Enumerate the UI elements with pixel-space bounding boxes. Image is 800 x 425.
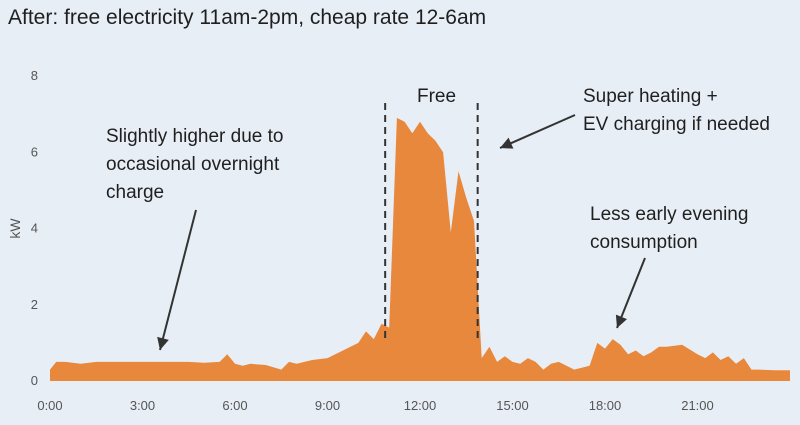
arrowhead <box>500 137 514 149</box>
x-tick-label: 21:00 <box>681 398 714 413</box>
super-heating-note: Super heating + EV charging if needed <box>583 86 770 135</box>
x-tick-label: 0:00 <box>37 398 62 413</box>
annotation-line: EV charging if needed <box>583 114 770 135</box>
y-tick-label: 4 <box>31 221 38 236</box>
y-tick-label: 0 <box>31 373 38 388</box>
y-axis-label: kW <box>7 218 23 239</box>
y-tick-label: 6 <box>31 144 38 159</box>
x-tick-label: 6:00 <box>222 398 247 413</box>
y-tick-label: 8 <box>31 68 38 83</box>
x-axis-ticks: 0:00 3:00 6:00 9:00 12:00 15:00 18:00 21:00 <box>37 398 713 413</box>
annotation-line: consumption <box>590 232 698 253</box>
annotation-arrows <box>157 114 646 351</box>
annotation-line: occasional overnight <box>106 154 280 175</box>
annotation-line: charge <box>106 182 164 203</box>
x-tick-label: 15:00 <box>496 398 529 413</box>
arrowhead <box>157 336 169 350</box>
arrow-line <box>616 257 646 329</box>
x-tick-label: 9:00 <box>315 398 340 413</box>
free-window-markers <box>384 103 479 338</box>
consumption-area <box>50 117 790 382</box>
annotation-line: Super heating + <box>583 86 718 107</box>
arrow-line <box>499 114 576 149</box>
evening-note: Less early evening consumption <box>590 204 748 253</box>
annotation-line: Slightly higher due to <box>106 126 283 147</box>
arrow-line <box>159 209 197 351</box>
y-axis-ticks: 0 2 4 6 8 <box>31 68 38 388</box>
x-tick-label: 12:00 <box>404 398 437 413</box>
free-label: Free <box>417 86 456 107</box>
annotation-line: Less early evening <box>590 204 748 225</box>
arrowhead <box>615 314 628 328</box>
y-tick-label: 2 <box>31 297 38 312</box>
overnight-note: Slightly higher due to occasional overnig… <box>106 126 283 203</box>
chart-title: After: free electricity 11am-2pm, cheap … <box>8 6 487 29</box>
x-tick-label: 3:00 <box>130 398 155 413</box>
x-tick-label: 18:00 <box>589 398 622 413</box>
